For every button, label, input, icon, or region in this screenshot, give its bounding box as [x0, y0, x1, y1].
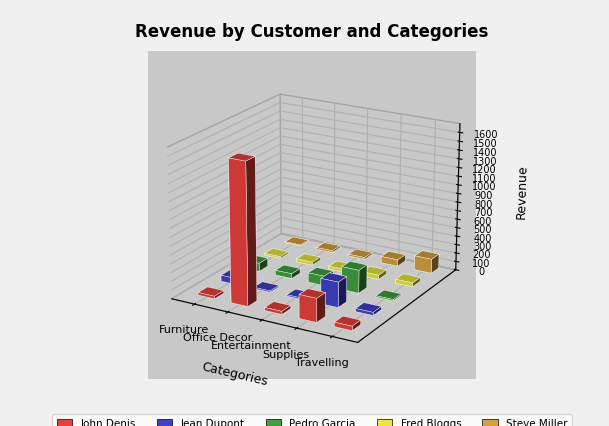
Legend: John Denis, Jean Dupont, Pedro Garcia, Fred Bloggs, Steve Miller: John Denis, Jean Dupont, Pedro Garcia, F… [52, 414, 572, 426]
X-axis label: Categories: Categories [200, 360, 269, 388]
Title: Revenue by Customer and Categories: Revenue by Customer and Categories [135, 23, 489, 41]
